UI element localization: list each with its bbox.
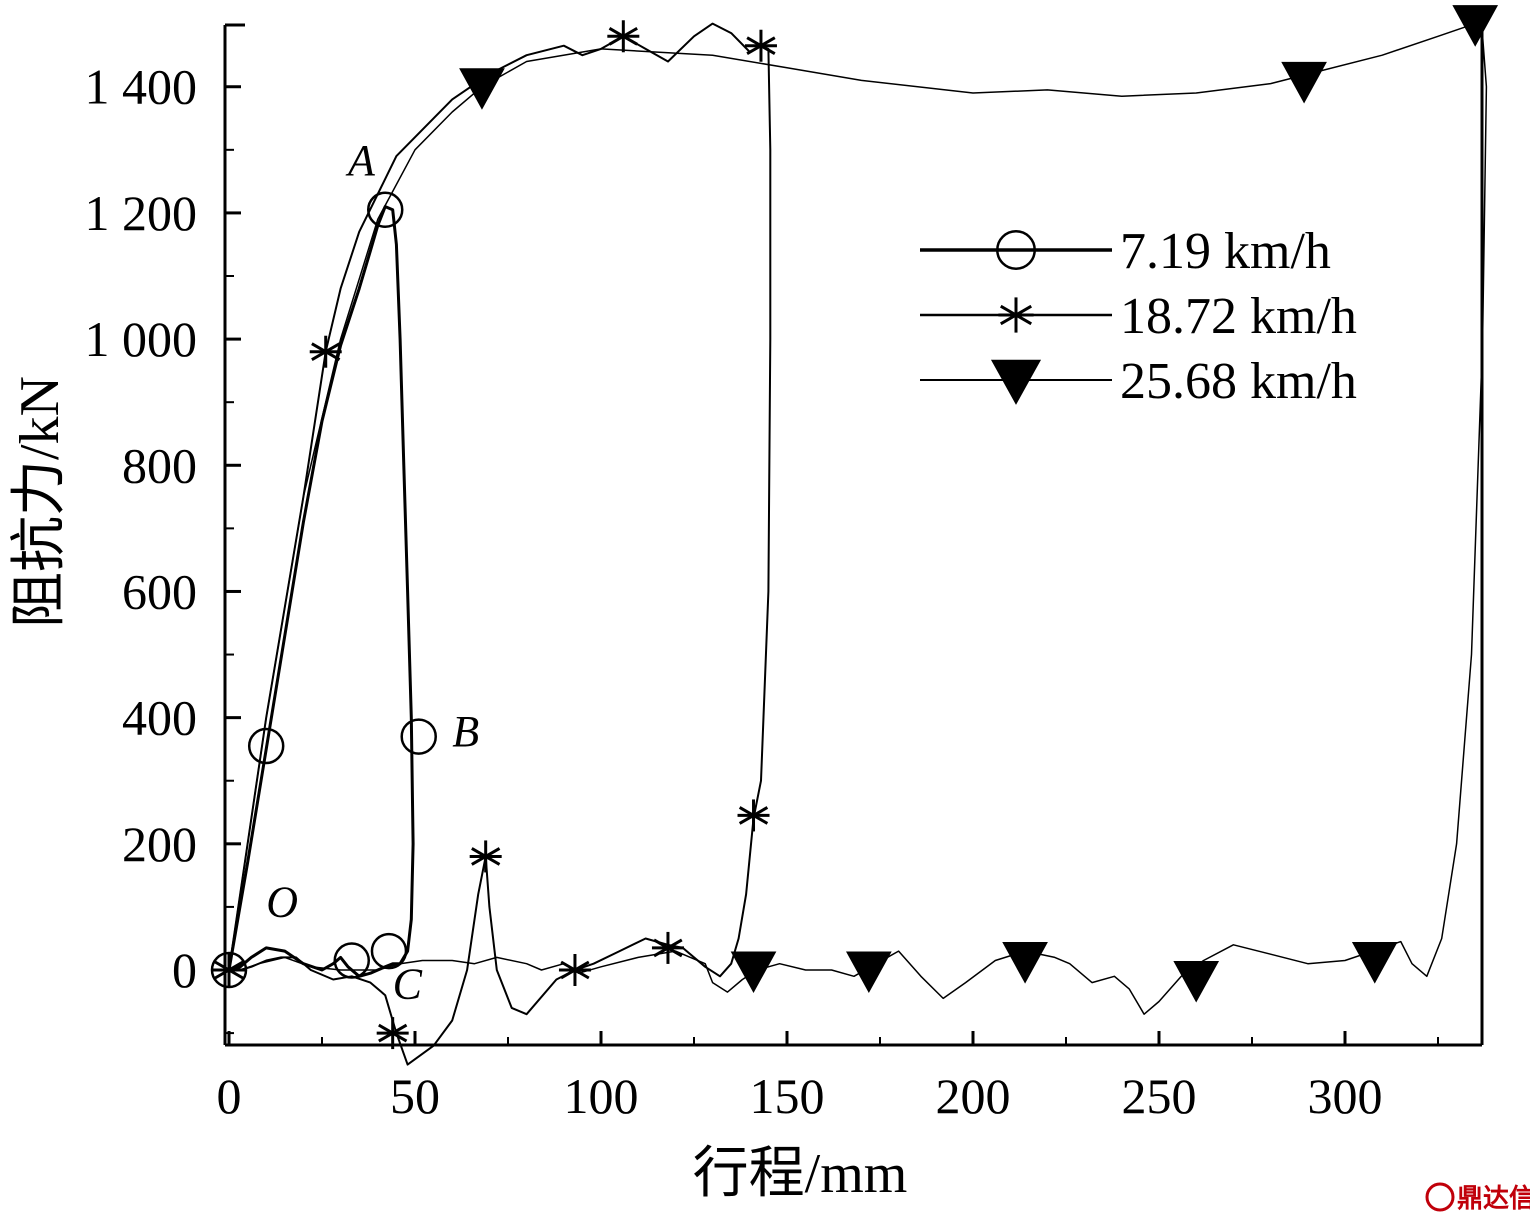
asterisk-marker xyxy=(737,799,770,832)
y-tick-label: 1 000 xyxy=(85,311,198,367)
circle-marker xyxy=(210,951,248,989)
legend-item: 25.68 km/h xyxy=(920,353,1357,410)
y-tick-label: 0 xyxy=(172,942,197,998)
series-line xyxy=(228,22,1488,1015)
legend: 7.19 km/h 18.72 km/h 25.68 km/h xyxy=(920,223,1357,410)
y-tick-label: 400 xyxy=(122,690,197,746)
x-ticks: 0 50 100 150 200 250 300 xyxy=(217,1031,1439,1124)
series-layer xyxy=(210,5,1499,1066)
y-tick-label: 1 200 xyxy=(85,185,198,241)
asterisk-marker xyxy=(998,297,1034,333)
y-axis-title: 阻抗力/kN xyxy=(9,376,71,628)
x-tick-label: 50 xyxy=(390,1068,440,1124)
x-tick-label: 300 xyxy=(1308,1068,1383,1124)
y-tick-label: 800 xyxy=(122,437,197,493)
triangle-marker xyxy=(459,68,505,110)
annotation-B: B xyxy=(452,707,479,756)
triangle-marker xyxy=(1452,5,1499,47)
x-tick-label: 250 xyxy=(1122,1068,1197,1124)
triangle-marker xyxy=(1002,942,1048,984)
x-tick-label: 100 xyxy=(564,1068,639,1124)
asterisk-marker xyxy=(376,1017,409,1050)
annotation-C: C xyxy=(393,959,423,1008)
watermark-text: 鼎达信 xyxy=(1457,1184,1530,1214)
annotation-O: O xyxy=(266,877,298,926)
circle-marker xyxy=(400,718,437,755)
legend-item: 7.19 km/h xyxy=(920,223,1331,280)
triangle-marker xyxy=(1351,942,1398,984)
series-2 xyxy=(213,20,777,1066)
triangle-marker xyxy=(845,951,892,994)
legend-label: 25.68 km/h xyxy=(1120,353,1357,410)
asterisk-marker xyxy=(744,29,777,62)
circle-marker xyxy=(247,727,285,765)
y-tick-label: 1 400 xyxy=(85,59,198,115)
watermark-icon xyxy=(1425,1182,1455,1212)
series-1 xyxy=(210,191,437,989)
x-axis-title: 行程/mm xyxy=(693,1143,908,1205)
legend-label: 18.72 km/h xyxy=(1120,288,1357,345)
triangle-marker xyxy=(990,359,1042,405)
series-line xyxy=(227,205,415,978)
x-tick-label: 150 xyxy=(750,1068,825,1124)
asterisk-marker xyxy=(309,335,342,368)
circle-marker xyxy=(996,230,1036,270)
y-tick-label: 600 xyxy=(122,563,197,619)
series-3 xyxy=(228,5,1499,1015)
x-tick-label: 200 xyxy=(936,1068,1011,1124)
triangle-marker xyxy=(1173,960,1220,1003)
x-tick-label: 0 xyxy=(217,1068,242,1124)
asterisk-marker xyxy=(651,931,684,964)
triangle-marker xyxy=(730,951,777,994)
legend-item: 18.72 km/h xyxy=(920,288,1357,345)
watermark-logo: 鼎达信 xyxy=(1425,1182,1530,1214)
y-tick-label: 200 xyxy=(122,816,197,872)
y-ticks: 0 200 400 600 800 1 000 1 200 1 400 xyxy=(85,59,241,1035)
asterisk-marker xyxy=(469,840,502,873)
axes xyxy=(223,23,1484,1047)
circle-marker xyxy=(370,932,408,970)
asterisk-marker xyxy=(607,20,640,53)
annotation-A: A xyxy=(345,136,376,185)
series-line xyxy=(228,22,772,1066)
legend-label: 7.19 km/h xyxy=(1120,223,1331,280)
circle-marker xyxy=(366,191,404,229)
annotations: A B C O xyxy=(266,136,479,1008)
triangle-marker xyxy=(1281,61,1327,104)
circle-marker xyxy=(333,942,371,979)
